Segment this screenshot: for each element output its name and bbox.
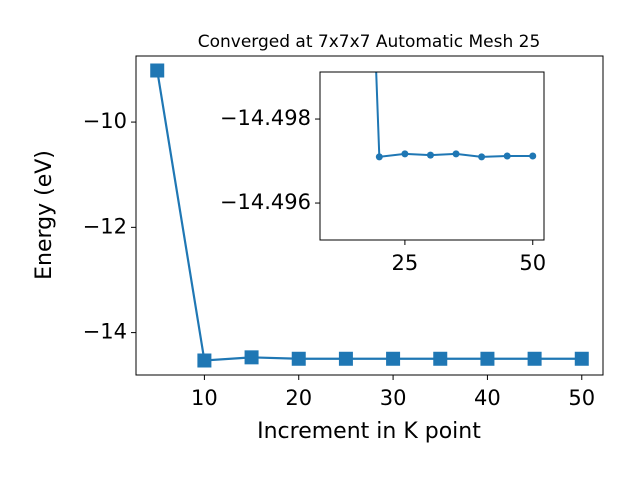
marker <box>244 350 259 365</box>
y-axis-label: Energy (eV) <box>32 150 57 280</box>
y-tick-label: −14 <box>83 320 127 344</box>
chart-title: Converged at 7x7x7 Automatic Mesh 25 <box>198 32 541 52</box>
marker <box>529 152 537 160</box>
marker <box>338 351 353 366</box>
x-tick-label: 40 <box>474 386 501 410</box>
axes-frame <box>135 55 604 376</box>
marker <box>401 150 409 158</box>
x-tick-label: 20 <box>285 386 312 410</box>
marker <box>433 351 448 366</box>
x-tick-label: 10 <box>191 386 218 410</box>
marker <box>150 63 165 78</box>
marker <box>197 353 212 368</box>
x-tick-label: 50 <box>568 386 595 410</box>
plot-clip <box>150 63 589 368</box>
marker <box>452 150 460 158</box>
marker <box>480 351 495 366</box>
marker <box>291 351 306 366</box>
y-tick-label: −14.498 <box>220 106 311 130</box>
marker <box>426 151 434 159</box>
marker <box>386 351 401 366</box>
marker <box>574 351 589 366</box>
plot-clip <box>375 72 537 161</box>
x-tick-label: 50 <box>519 251 546 275</box>
marker <box>375 153 383 161</box>
marker <box>478 153 486 161</box>
y-tick-label: −14.496 <box>220 190 311 214</box>
series-line <box>375 72 533 158</box>
x-tick-label: 25 <box>392 251 419 275</box>
x-axis-label: Increment in K point <box>257 419 481 444</box>
y-tick-label: −12 <box>83 214 127 238</box>
axes-frame <box>319 71 545 241</box>
series-line <box>156 70 582 362</box>
marker <box>503 152 511 160</box>
marker <box>527 351 542 366</box>
y-tick-label: −10 <box>83 109 127 133</box>
x-tick-label: 30 <box>380 386 407 410</box>
